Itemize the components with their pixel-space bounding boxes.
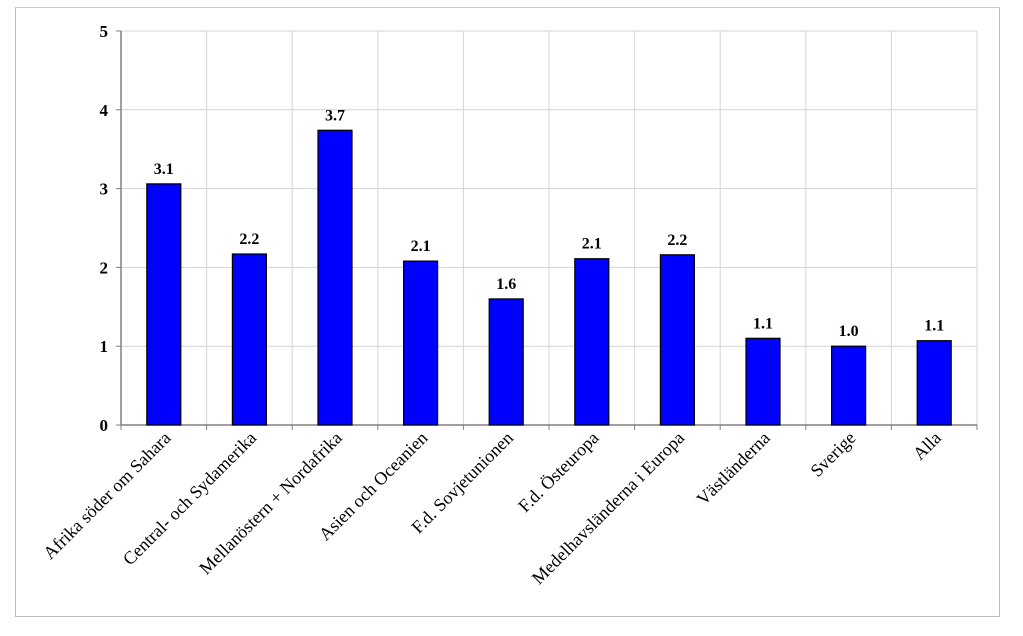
category-label: Sverige bbox=[806, 428, 859, 481]
data-label: 3.7 bbox=[325, 107, 345, 124]
data-label: 2.2 bbox=[239, 231, 259, 248]
bar bbox=[916, 340, 952, 426]
category-label: Mellanöstern + Nordafrika bbox=[195, 428, 346, 579]
y-tick-label: 3 bbox=[100, 180, 109, 199]
bar bbox=[146, 183, 182, 426]
category-label: Alla bbox=[909, 428, 945, 464]
data-label: 2.1 bbox=[582, 236, 602, 253]
bar bbox=[830, 345, 867, 426]
category-label: F.d. Östeuropa bbox=[514, 428, 602, 516]
data-label: 3.1 bbox=[154, 161, 174, 178]
y-tick-label: 2 bbox=[100, 258, 109, 277]
y-tick-label: 5 bbox=[100, 22, 109, 41]
category-label: Medelhavsländerna i Europa bbox=[528, 428, 688, 588]
y-tick-label: 1 bbox=[100, 337, 109, 356]
y-tick-label: 4 bbox=[100, 101, 109, 120]
data-label: 1.0 bbox=[839, 323, 859, 340]
category-label: Västländerna bbox=[693, 428, 774, 509]
bar bbox=[403, 260, 439, 426]
chart-frame bbox=[15, 7, 1000, 617]
y-tick-label: 0 bbox=[100, 416, 109, 435]
bar bbox=[231, 253, 267, 426]
data-label: 1.1 bbox=[753, 315, 773, 332]
bar bbox=[317, 129, 353, 426]
bar bbox=[745, 337, 781, 426]
data-label: 2.2 bbox=[667, 232, 687, 249]
data-label: 1.1 bbox=[924, 318, 944, 335]
bar bbox=[488, 298, 524, 426]
data-label: 1.6 bbox=[496, 276, 516, 293]
bar bbox=[659, 254, 696, 426]
data-label: 2.1 bbox=[411, 238, 431, 255]
bar bbox=[574, 258, 610, 426]
